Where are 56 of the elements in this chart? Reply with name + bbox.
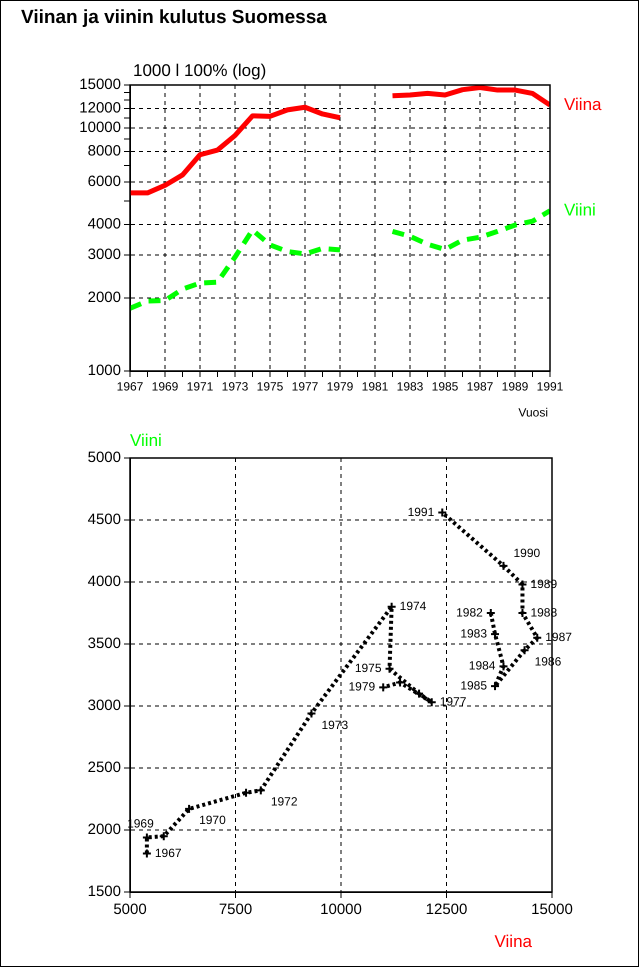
y-tick-label: 2000 (88, 288, 121, 306)
y-tick-label: 8000 (88, 142, 121, 160)
annotation: 1977 (440, 694, 467, 709)
x-tick-label: 15000 (531, 901, 573, 918)
y-tick-label: 12000 (79, 100, 121, 117)
x-tick-label: 1991 (536, 380, 564, 394)
x-tick-label: 1987 (466, 380, 494, 394)
y-tick-label: 15000 (79, 76, 121, 94)
y-tick-label: 3000 (88, 246, 121, 264)
y-tick-label: 3000 (88, 697, 121, 714)
y-tick-label: 4000 (88, 573, 121, 590)
x-tick-label: 1985 (432, 380, 459, 394)
annotation: 1991 (408, 504, 435, 519)
annotation: 1975 (354, 661, 382, 676)
y-tick-label: 10000 (79, 118, 121, 136)
y-tick-label: 5000 (88, 449, 121, 466)
x-tick-label: 1973 (222, 380, 249, 394)
annotation: 1990 (513, 546, 540, 560)
x-tick-label: 1975 (256, 380, 284, 394)
x-tick-label: 1979 (326, 380, 354, 394)
annotation: 1970 (199, 813, 226, 828)
x-tick-label: 1983 (396, 380, 424, 394)
y-tick-label: 1000 (88, 362, 121, 380)
annotation: 1983 (460, 626, 488, 640)
annotation: 1973 (321, 718, 348, 732)
annotation: 1984 (468, 658, 496, 673)
y-tick-label: 4500 (88, 511, 121, 528)
x-tick-label: 10000 (320, 901, 362, 918)
x-tick-label: 5000 (113, 901, 147, 918)
x-tick-label: 1967 (116, 380, 144, 394)
y-tick-label: 2000 (88, 821, 121, 838)
x-axis-title: Viina (494, 932, 533, 952)
y-axis-title: 1000 l 100% (log) (133, 61, 266, 80)
series-label: Viina (564, 94, 602, 114)
x-tick-label: 1989 (502, 380, 529, 394)
x-tick-label: 12500 (426, 901, 468, 918)
x-tick-label: 1981 (362, 380, 389, 394)
x-axis-title: Vuosi (518, 405, 548, 420)
y-tick-label: 3500 (88, 635, 121, 652)
series-label: Viini (564, 200, 596, 220)
annotation: 1967 (154, 846, 182, 860)
y-tick-label: 6000 (88, 172, 121, 190)
annotation: 1982 (456, 605, 484, 620)
annotation: 1974 (400, 599, 427, 614)
y-axis-title: Viini (130, 431, 162, 450)
x-tick-label: 7500 (218, 901, 252, 918)
x-tick-label: 1971 (186, 380, 214, 394)
annotation: 1979 (348, 680, 376, 694)
y-tick-label: 4000 (88, 216, 121, 233)
annotation: 1972 (270, 794, 298, 809)
y-tick-label: 1500 (88, 883, 121, 900)
annotation: 1985 (460, 678, 488, 692)
x-tick-label: 1969 (152, 380, 179, 394)
x-tick-label: 1977 (292, 380, 319, 394)
chart-title: Viinan ja viinin kulutus Suomessa (21, 7, 327, 29)
y-tick-label: 2500 (88, 759, 121, 776)
